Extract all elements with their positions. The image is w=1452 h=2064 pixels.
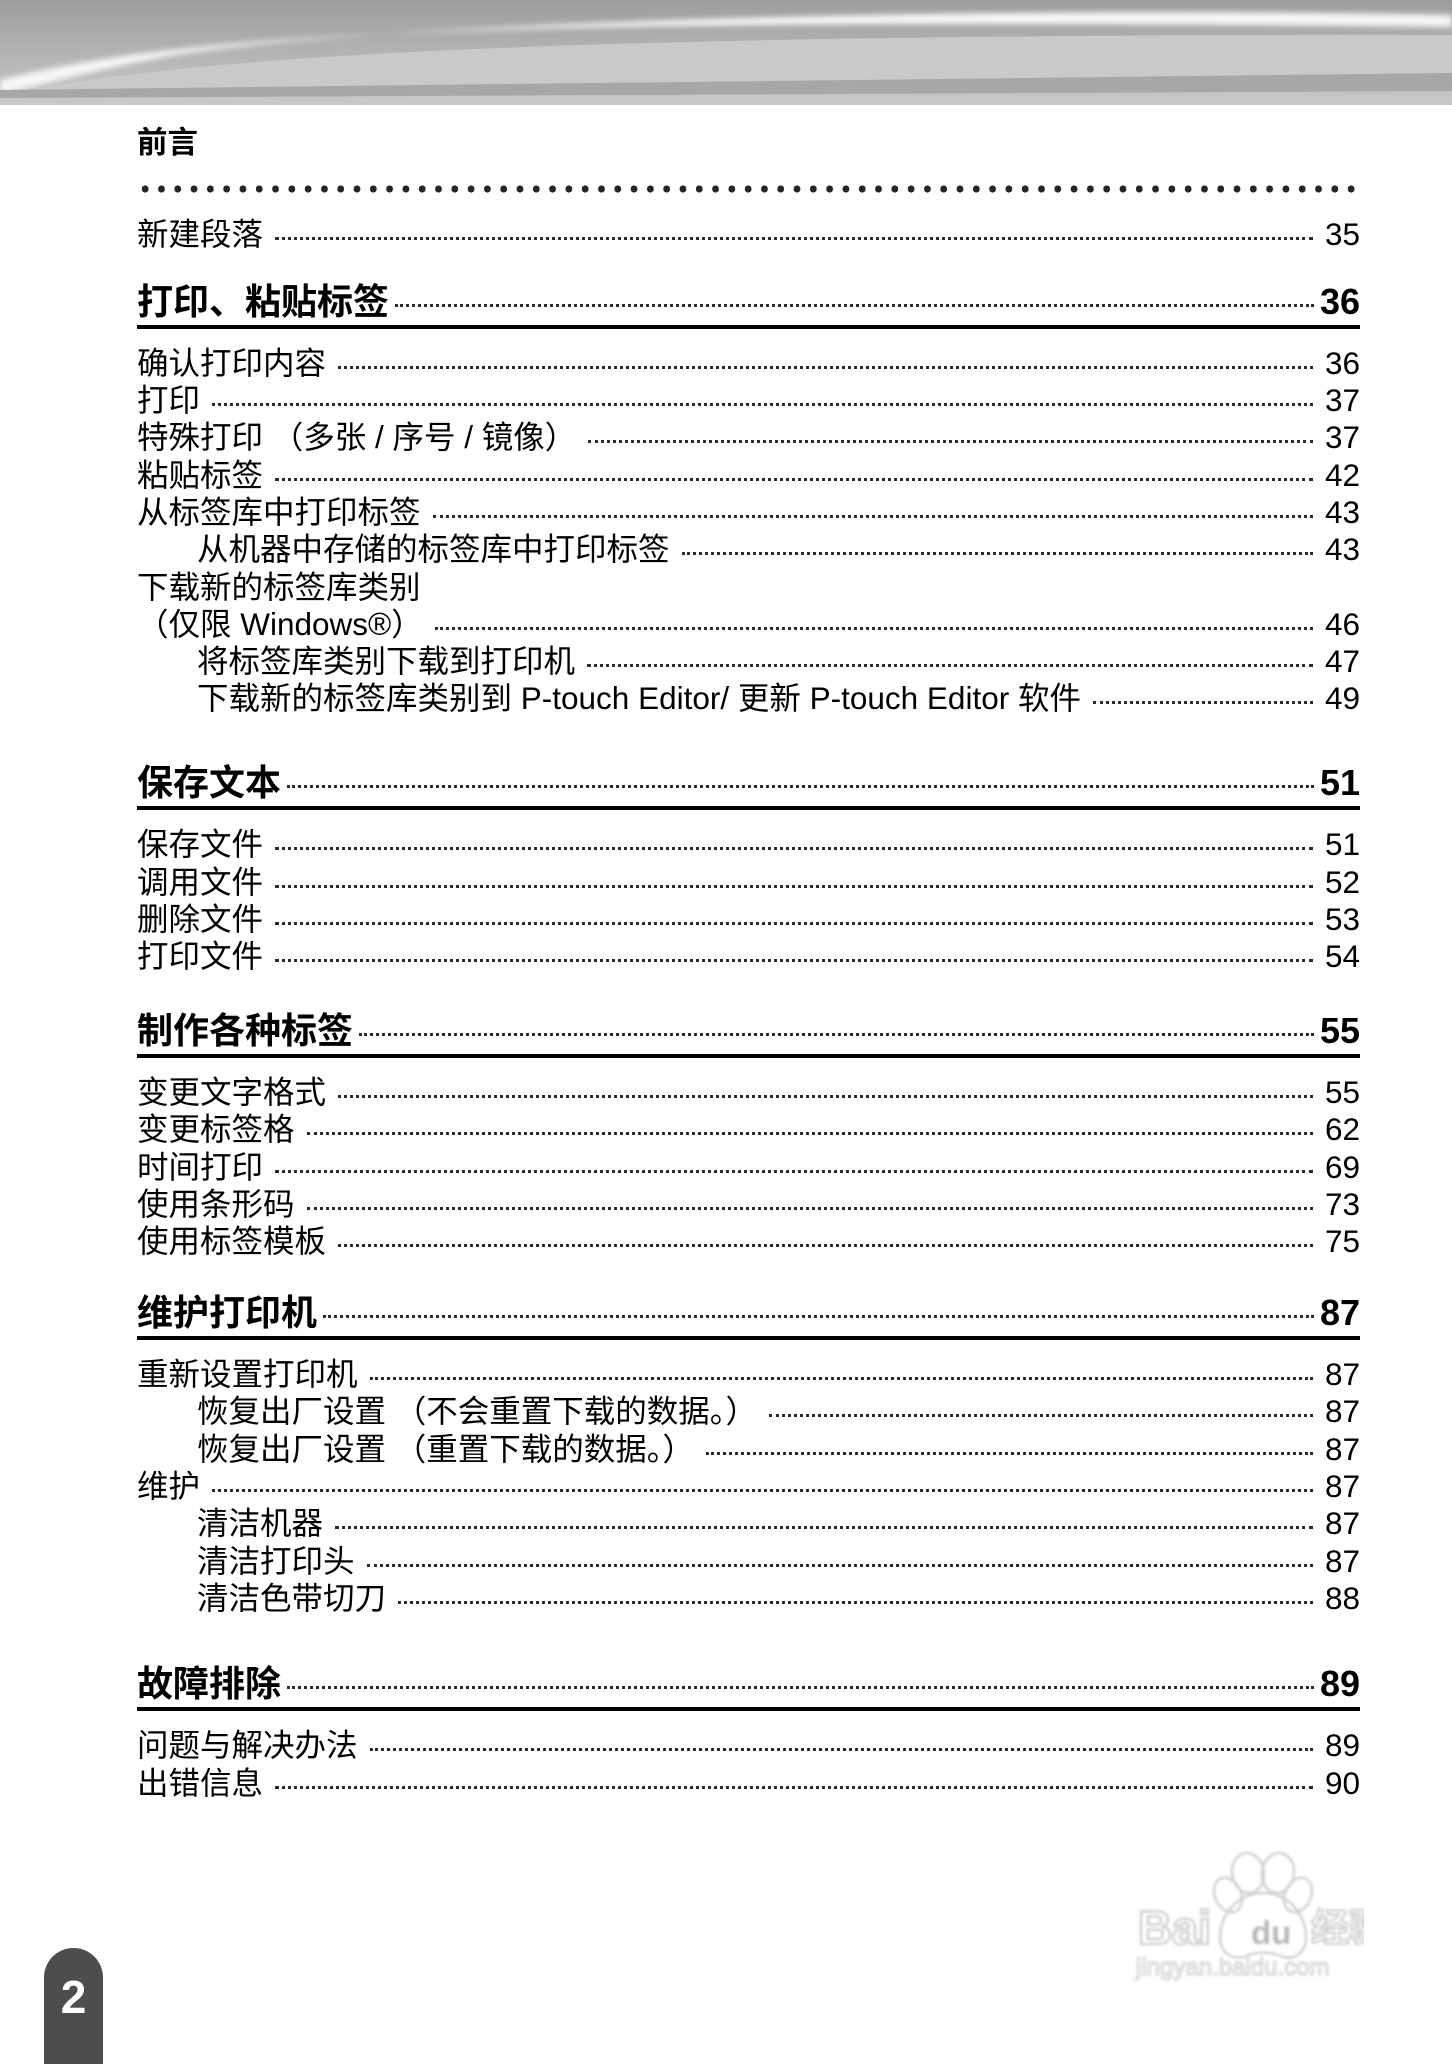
svg-text:jingyan.baidu.com: jingyan.baidu.com <box>1135 1954 1329 1981</box>
svg-text:经验: 经验 <box>1311 1897 1364 1952</box>
svg-text:du: du <box>1251 1914 1291 1951</box>
svg-text:Bai: Bai <box>1138 1901 1211 1954</box>
